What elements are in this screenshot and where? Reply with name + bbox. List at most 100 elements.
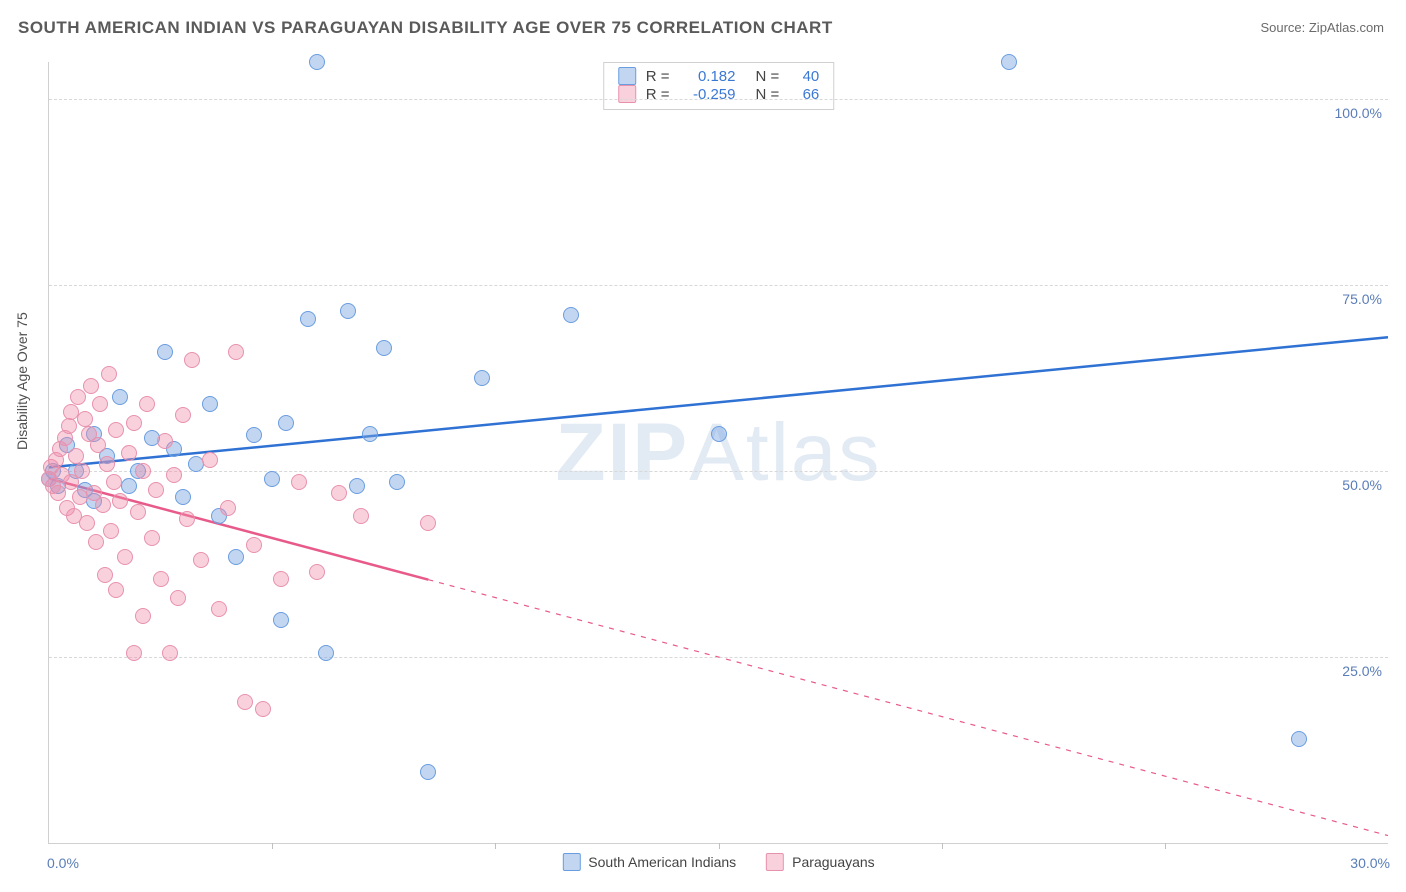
watermark: ZIPAtlas [556,406,882,500]
legend-swatch-1 [766,853,784,871]
legend-item-1: Paraguayans [766,853,875,871]
stat-n-value-0: 40 [789,68,819,85]
scatter-point [121,478,137,494]
gridline-h [49,285,1388,286]
scatter-point [353,508,369,524]
x-tick [272,843,273,849]
chart-title: SOUTH AMERICAN INDIAN VS PARAGUAYAN DISA… [18,18,833,38]
scatter-point [135,608,151,624]
scatter-point [389,474,405,490]
scatter-point [340,303,356,319]
scatter-point [170,590,186,606]
scatter-point [135,463,151,479]
legend-label-0: South American Indians [588,854,736,870]
watermark-rest: Atlas [689,407,881,498]
scatter-point [202,452,218,468]
scatter-point [228,344,244,360]
plot-area: ZIPAtlas R = 0.182 N = 40 R = -0.259 N =… [48,62,1388,844]
scatter-point [99,456,115,472]
scatter-point [77,411,93,427]
x-tick [1165,843,1166,849]
scatter-point [144,530,160,546]
trend-lines-svg [49,62,1388,843]
scatter-point [74,463,90,479]
scatter-point [246,537,262,553]
scatter-point [106,474,122,490]
scatter-point [126,645,142,661]
source-label: Source: ZipAtlas.com [1260,20,1384,35]
scatter-point [1291,731,1307,747]
y-tick-label: 25.0% [1342,663,1382,679]
x-tick [719,843,720,849]
scatter-point [563,307,579,323]
scatter-point [83,378,99,394]
scatter-point [246,427,262,443]
x-tick [942,843,943,849]
scatter-point [139,396,155,412]
scatter-point [309,54,325,70]
scatter-point [90,437,106,453]
scatter-point [112,389,128,405]
scatter-point [108,422,124,438]
x-tick [495,843,496,849]
swatch-series-0 [618,67,636,85]
scatter-point [95,497,111,513]
y-axis-title: Disability Age Over 75 [14,312,30,450]
legend-swatch-0 [562,853,580,871]
trend-line [428,580,1388,836]
scatter-point [420,764,436,780]
scatter-point [157,433,173,449]
scatter-point [711,426,727,442]
scatter-point [273,612,289,628]
scatter-point [362,426,378,442]
scatter-point [318,645,334,661]
scatter-point [237,694,253,710]
x-axis-start-label: 0.0% [47,855,79,871]
scatter-point [331,485,347,501]
gridline-h [49,99,1388,100]
scatter-point [153,571,169,587]
x-axis-end-label: 30.0% [1350,855,1390,871]
scatter-point [220,500,236,516]
scatter-point [474,370,490,386]
scatter-point [108,582,124,598]
scatter-point [101,366,117,382]
scatter-point [50,485,66,501]
scatter-point [162,645,178,661]
gridline-h [49,657,1388,658]
scatter-point [148,482,164,498]
scatter-point [179,511,195,527]
scatter-point [264,471,280,487]
scatter-point [92,396,108,412]
scatter-point [273,571,289,587]
stat-n-label: N = [756,68,780,85]
scatter-point [88,534,104,550]
scatter-point [291,474,307,490]
gridline-h [49,471,1388,472]
y-tick-label: 75.0% [1342,291,1382,307]
scatter-point [117,549,133,565]
scatter-point [349,478,365,494]
scatter-point [278,415,294,431]
stat-r-value-0: 0.182 [680,68,736,85]
stats-box: R = 0.182 N = 40 R = -0.259 N = 66 [603,62,835,110]
stats-row-series-1: R = -0.259 N = 66 [618,85,820,103]
scatter-point [166,467,182,483]
swatch-series-1 [618,85,636,103]
scatter-point [184,352,200,368]
bottom-legend: South American Indians Paraguayans [562,853,874,871]
y-tick-label: 50.0% [1342,477,1382,493]
scatter-point [103,523,119,539]
scatter-point [309,564,325,580]
chart-container: SOUTH AMERICAN INDIAN VS PARAGUAYAN DISA… [0,0,1406,892]
scatter-point [126,415,142,431]
scatter-point [420,515,436,531]
scatter-point [157,344,173,360]
scatter-point [193,552,209,568]
scatter-point [61,418,77,434]
scatter-point [112,493,128,509]
scatter-point [211,601,227,617]
scatter-point [175,407,191,423]
scatter-point [228,549,244,565]
scatter-point [121,445,137,461]
